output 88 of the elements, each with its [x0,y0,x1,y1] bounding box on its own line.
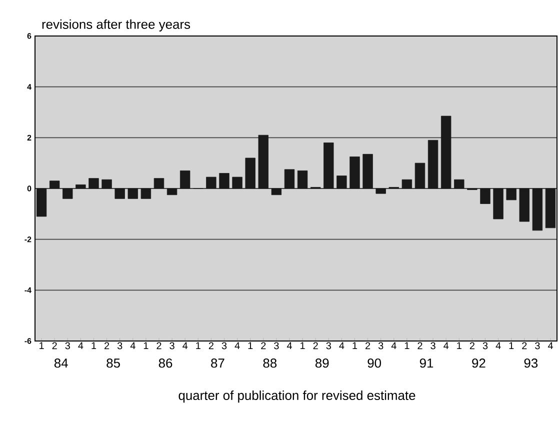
bar [428,140,438,189]
bar [324,142,334,189]
x-tick-label: 4 [391,342,396,350]
x-tick-label: 3 [378,342,384,350]
x-tick-label: 4 [130,342,136,350]
text: 93 [524,358,538,368]
x-tick-label: 3 [326,342,331,350]
x-tick-label: 1 [248,342,253,350]
bar [245,158,256,189]
x-tick-label: 3 [170,342,174,350]
bar [532,188,543,231]
text: 85 [106,358,120,368]
bar [271,188,282,196]
text: 89 [315,358,329,368]
text: 87 [211,358,224,368]
x-tick-label: 2 [156,342,162,350]
x-tick-label: 2 [418,342,422,350]
x-tick-label: 2 [104,342,110,350]
bar [180,170,190,189]
bar [545,188,556,228]
bar [49,180,60,189]
bar [480,188,490,204]
bar [114,188,125,199]
x-tick-label: 2 [52,342,57,350]
bar [402,179,412,189]
bar [154,178,164,189]
x-tick-label: 4 [234,342,240,350]
bar [206,176,216,189]
x-tick-label: 3 [222,342,227,350]
x-tick-label: 4 [286,342,292,350]
bar [36,188,47,217]
text: 90 [368,358,382,368]
x-tick-label: 3 [430,342,436,350]
text: 86 [158,358,172,368]
bar [166,188,178,196]
x-axis-title: quarter of publication for revised estimate [178,390,416,403]
text: 92 [472,358,486,368]
x-tick-label: 1 [196,342,200,350]
x-tick-label: 2 [366,342,370,350]
x-tick-label: 1 [404,342,410,350]
bar [140,188,152,199]
x-tick-label: 3 [65,342,70,350]
bar [232,176,242,189]
text: 91 [420,358,434,368]
bar [440,116,452,189]
x-tick-label: 1 [352,342,358,350]
x-tick-label: 3 [117,342,122,350]
text: 88 [263,358,277,368]
bar [102,179,112,189]
x-tick-label: 2 [313,342,318,350]
x-tick-label: 1 [457,342,462,350]
x-tick-label: 1 [509,342,514,350]
x-tick-label: 1 [300,342,305,350]
x-tick-label: 2 [208,342,214,350]
bar [506,188,516,200]
bar [88,178,99,189]
x-tick-label: 1 [40,342,44,350]
bar [362,154,373,189]
x-tick-label: 2 [261,342,266,350]
x-tick-label: 2 [470,342,474,350]
x-tick-label: 4 [496,342,501,350]
x-tick-label: 3 [274,342,279,350]
x-tick-label: 2 [522,342,527,350]
x-tick-label: 1 [92,342,96,350]
bar [62,188,73,199]
bar [76,184,86,189]
x-tick-label: 4 [182,342,188,350]
bar [350,156,360,189]
bar [376,188,386,194]
x-tick-label: 3 [482,342,488,350]
bar [336,176,347,189]
bar [493,188,504,220]
bar [258,134,268,189]
x-tick-label: 4 [339,342,344,350]
bar [219,173,230,189]
bar [128,188,138,199]
bar [297,170,308,189]
x-tick-label: 4 [444,342,449,350]
bar [454,179,464,189]
text: 84 [54,358,68,368]
chart-title: revisions after three years [42,19,190,32]
bar [414,162,426,189]
bar [519,188,530,222]
x-tick-label: 1 [144,342,148,350]
x-tick-label: 4 [548,342,553,350]
bar [284,169,295,189]
x-tick-label: 3 [535,342,540,350]
x-tick-label: 4 [78,342,84,350]
